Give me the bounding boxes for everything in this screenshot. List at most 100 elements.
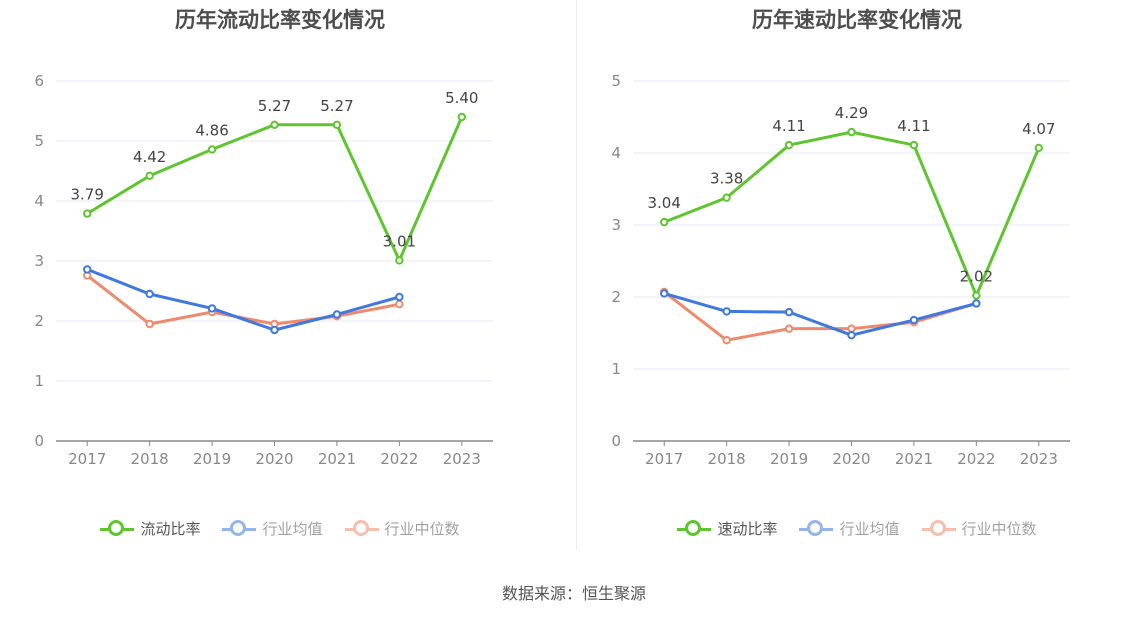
legend: 流动比率 行业均值 行业中位数 [0,518,560,539]
data-point-avg [83,265,92,274]
legend-item-main[interactable]: 速动比率 [677,518,777,539]
data-point-avg [145,289,154,299]
legend-item-median[interactable]: 行业中位数 [921,518,1037,539]
data-point-main [660,217,669,227]
data-label: 3.38 [710,170,743,188]
data-label: 4.29 [835,104,868,122]
series-line-median [86,274,400,326]
legend-swatch-avg [799,519,834,539]
data-point-main [270,120,279,130]
data-point-avg [909,315,919,325]
legend-label: 速动比率 [717,520,778,538]
legend-swatch-main [100,519,135,539]
data-point-main [1034,143,1043,153]
data-point-main [83,209,92,218]
legend-swatch-avg [222,519,257,539]
data-point-avg [207,304,217,313]
y-tick-label: 1 [611,360,621,378]
data-label: 4.07 [1022,120,1055,138]
y-tick-label: 4 [34,192,44,210]
data-source: 数据来源：恒生聚源 [501,584,646,603]
data-label: 4.86 [195,121,228,139]
data-point-main [972,291,981,300]
y-tick-label: 6 [34,72,44,90]
legend-label: 行业中位数 [384,520,460,538]
legend-item-median[interactable]: 行业中位数 [344,518,460,539]
data-point-median [847,324,856,333]
chart-panel-quick-ratio: 历年速动比率变化情况 0 1 2 3 4 5 2017 2018 2019 2020 2021 202… [577,0,1148,560]
data-point-main [909,140,919,150]
x-tick-label: 2019 [193,450,231,468]
chart-title: 历年流动比率变化情况 [175,8,385,32]
legend-label: 流动比率 [140,520,201,538]
chart-panel-current-ratio: 历年流动比率变化情况 0 1 2 3 4 5 6 2017 2018 2019 2020 2021 20… [0,0,574,560]
data-point-avg [332,310,342,319]
x-tick-label: 2023 [1020,450,1058,468]
x-tick-label: 2022 [957,450,995,468]
data-label: 4.11 [772,117,805,135]
data-point-median [784,324,794,333]
data-point-avg [972,299,981,308]
data-label: 5.27 [320,97,353,115]
data-point-main [847,127,856,137]
data-point-avg [270,325,279,335]
x-tick-label: 2021 [895,450,933,468]
x-tick-label: 2017 [68,450,106,468]
legend-item-avg[interactable]: 行业均值 [222,518,323,539]
x-tick-label: 2020 [832,450,870,468]
legend-label: 行业均值 [262,520,323,538]
y-tick-label: 5 [34,132,44,150]
data-point-main [395,256,404,265]
data-point-main [207,145,217,154]
chart-svg: 0 1 2 3 4 5 6 2017 2018 2019 2020 2021 2022 2023 3.79 4… [34,72,493,468]
data-point-median [722,336,731,345]
chart-svg: 0 1 2 3 4 5 2017 2018 2019 2020 2021 2022 2023 3.04 3.… [611,72,1070,468]
y-tick-label: 0 [611,432,621,450]
data-point-avg [784,307,794,317]
series-line-median [663,290,977,342]
data-point-avg [395,292,404,302]
y-tick-label: 5 [611,72,621,90]
legend-swatch-median [921,519,956,539]
legend-swatch-main [677,519,712,539]
x-tick-label: 2018 [708,450,746,468]
y-tick-label: 2 [611,288,621,306]
series-line-avg [663,291,977,337]
data-point-median [145,319,154,329]
data-label: 3.01 [383,232,416,250]
data-label: 2.02 [960,268,993,286]
x-tick-label: 2022 [380,450,418,468]
legend-item-main[interactable]: 流动比率 [100,518,200,539]
y-tick-label: 0 [34,432,44,450]
y-tick-label: 1 [34,372,44,390]
data-label: 3.79 [71,186,104,204]
y-tick-label: 3 [611,216,621,234]
legend-swatch-median [344,519,379,539]
x-tick-label: 2017 [645,450,683,468]
data-point-main [784,140,794,150]
data-point-main [332,120,342,130]
x-tick-label: 2020 [255,450,293,468]
data-label: 5.27 [258,97,291,115]
data-point-avg [660,289,669,298]
y-tick-label: 3 [34,252,44,270]
data-point-avg [847,330,856,340]
data-point-main [145,171,154,181]
x-tick-label: 2019 [770,450,808,468]
data-label: 4.11 [897,117,930,135]
y-tick-label: 4 [611,144,621,162]
chart-title: 历年速动比率变化情况 [752,8,962,32]
panel-divider [576,0,577,550]
legend-item-avg[interactable]: 行业均值 [799,518,900,539]
data-point-main [722,193,731,202]
y-tick-label: 2 [34,312,44,330]
legend: 速动比率 行业均值 行业中位数 [577,518,1137,539]
legend-label: 行业中位数 [961,520,1037,538]
data-label: 4.42 [133,148,166,166]
data-point-median [395,300,404,309]
data-point-avg [722,307,731,316]
data-label: 3.04 [648,194,681,212]
data-point-main [457,112,466,122]
series-line-avg [86,268,400,332]
x-tick-label: 2023 [443,450,481,468]
